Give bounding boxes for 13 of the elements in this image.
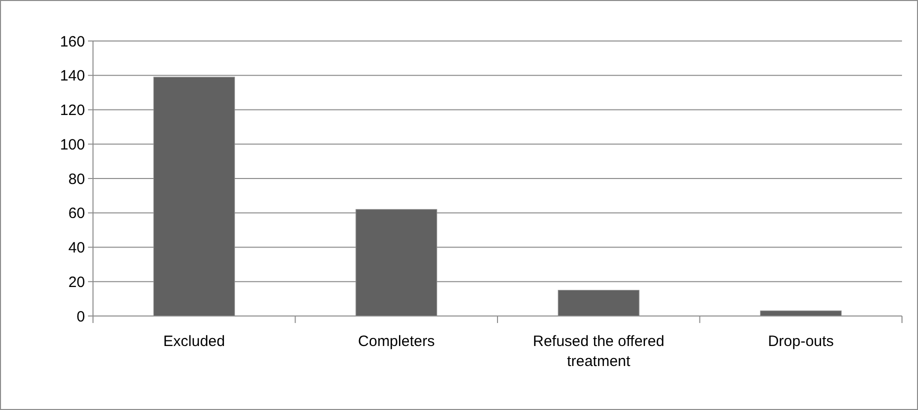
y-tick-label: 100 [60,136,85,154]
y-tick-label: 80 [68,170,85,188]
y-tick-label: 60 [68,205,85,222]
x-tick-label: Completers [358,333,435,350]
x-tick-label: Drop-outs [768,333,834,350]
y-tick-label: 0 [76,308,85,326]
y-tick-label: 40 [68,240,85,256]
y-tick-label: 120 [60,102,85,119]
y-tick-label: 160 [60,33,85,50]
x-tick-label: Refused the offered treatment [532,333,664,370]
y-tick-label: 20 [68,274,85,291]
y-tick-label: 140 [60,68,85,85]
x-tick-label: Excluded [163,333,225,350]
